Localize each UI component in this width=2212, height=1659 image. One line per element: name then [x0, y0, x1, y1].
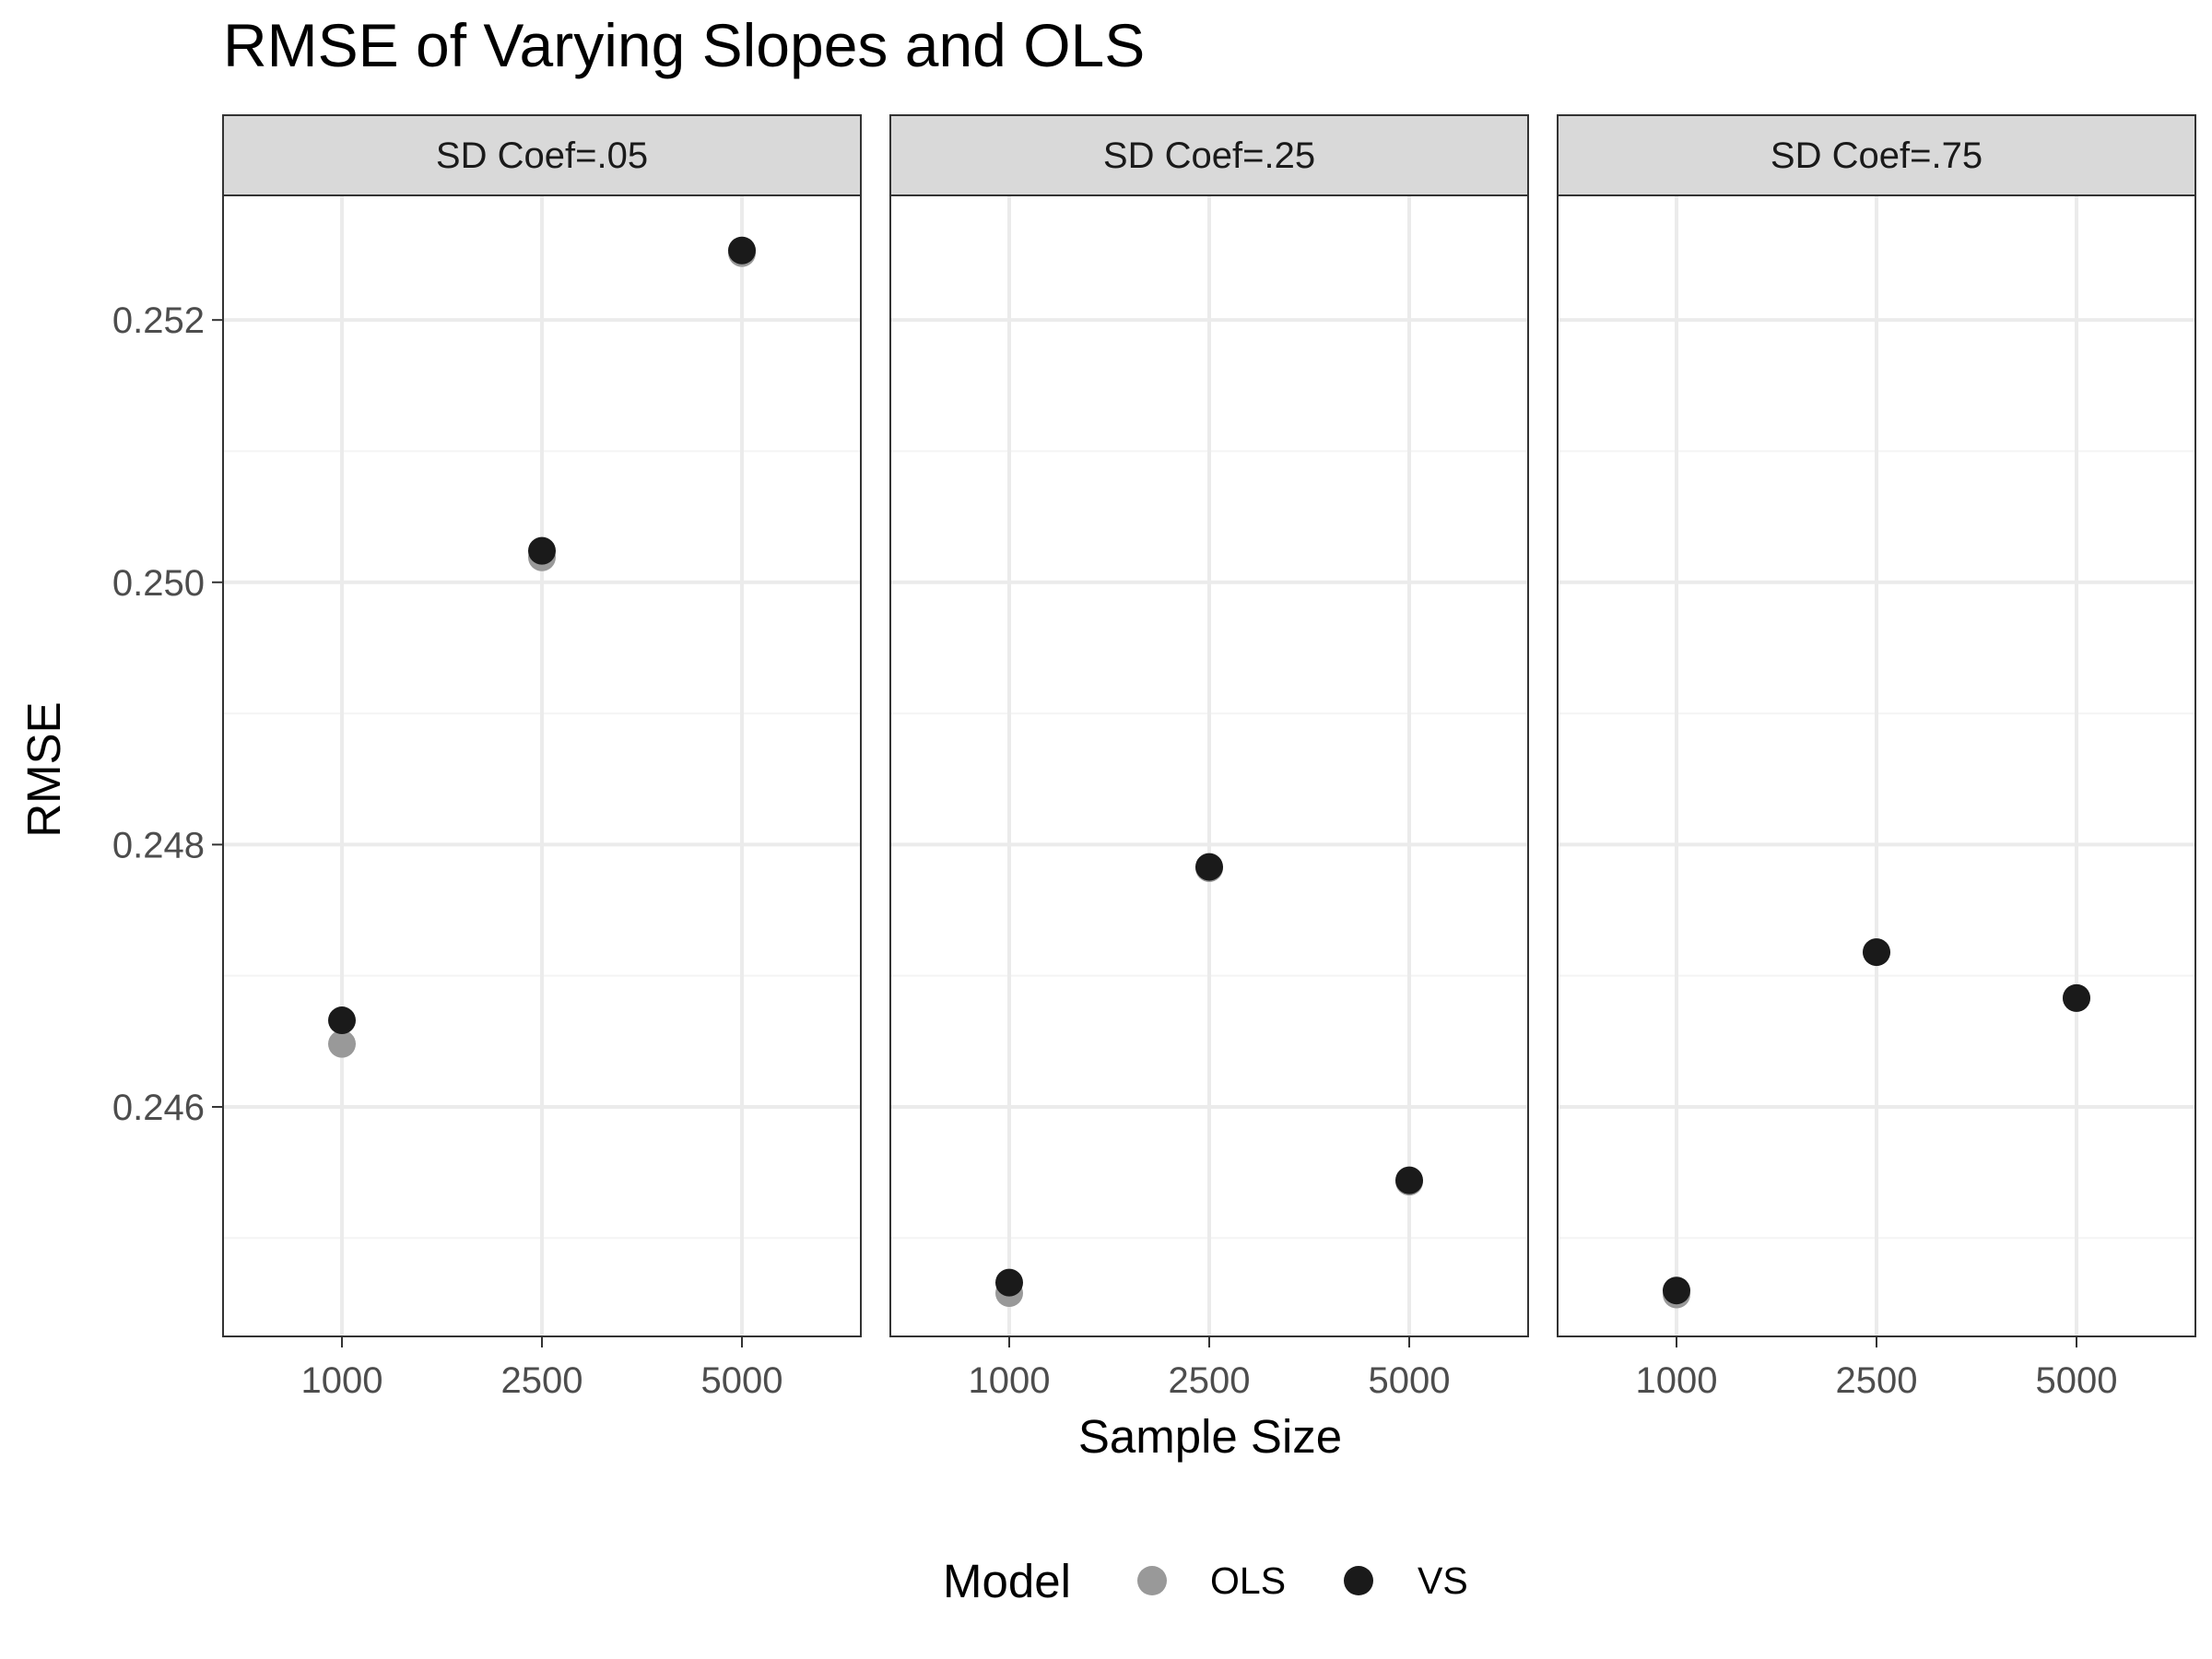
facet-panel: SD Coef=.75 1000 2500 5000 [1557, 114, 2196, 1401]
x-tick-label: 5000 [701, 1360, 783, 1401]
facet-strip [1557, 114, 2196, 196]
x-tick-label: 5000 [2036, 1360, 2118, 1401]
legend-title: Model [943, 1555, 1071, 1607]
data-point-vs [2063, 983, 2090, 1012]
data-point-vs [328, 1006, 356, 1035]
legend-label-ols: OLS [1210, 1559, 1286, 1602]
data-point-vs [1663, 1277, 1690, 1305]
x-axis-title: Sample Size [1078, 1410, 1342, 1463]
y-axis-title: RMSE [18, 701, 70, 837]
data-point-vs [1863, 938, 1890, 967]
data-point-vs [1395, 1166, 1423, 1194]
chart-title: RMSE of Varying Slopes and OLS [223, 11, 1145, 79]
legend-label-vs: VS [1418, 1559, 1468, 1602]
facet-panel: SD Coef=.25 1000 2500 5000 [889, 114, 1529, 1401]
facet-strip [222, 114, 862, 196]
x-tick-label: 2500 [501, 1360, 583, 1401]
data-point-vs [1195, 853, 1223, 881]
x-tick-label: 1000 [301, 1360, 383, 1401]
panels: SD Coef=.05 1000 2500 5000 0.246 0.248 0.250 0.… [112, 114, 2196, 1401]
data-point-vs [528, 536, 556, 565]
legend: Model OLS VS [943, 1555, 1468, 1607]
y-tick-label: 0.246 [112, 1088, 205, 1128]
facet-strip-label: SD Coef=.25 [1103, 135, 1315, 176]
x-tick-label: 2500 [1169, 1360, 1251, 1401]
data-point-vs [728, 236, 756, 265]
x-tick-label: 5000 [1369, 1360, 1451, 1401]
y-tick-label: 0.248 [112, 825, 205, 865]
legend-key-ols [1137, 1566, 1167, 1595]
data-point-ols [328, 1030, 356, 1058]
legend-key-vs [1344, 1566, 1373, 1595]
x-tick-label: 1000 [969, 1360, 1051, 1401]
x-tick-label: 1000 [1636, 1360, 1718, 1401]
facet-strip-label: SD Coef=.75 [1771, 135, 1983, 176]
facet-panel: SD Coef=.05 1000 2500 5000 0.246 0.248 0.250 0.… [112, 114, 862, 1401]
x-tick-label: 2500 [1836, 1360, 1918, 1401]
y-tick-label: 0.252 [112, 300, 205, 341]
data-point-vs [995, 1268, 1023, 1297]
facet-strip-label: SD Coef=.05 [436, 135, 648, 176]
facet-strip [889, 114, 1529, 196]
y-tick-label: 0.250 [112, 563, 205, 604]
